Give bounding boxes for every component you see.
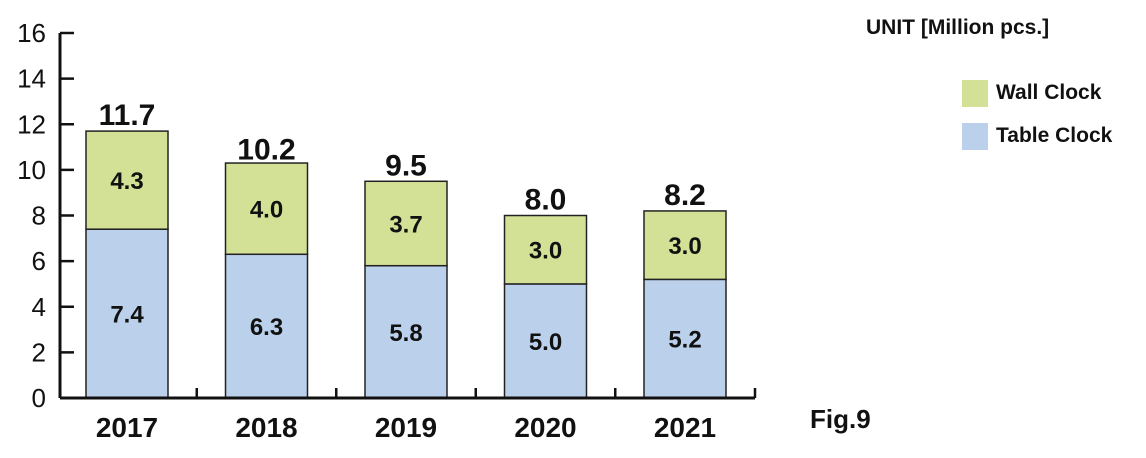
data-label: 7.4 xyxy=(110,302,144,329)
legend-label-wall-clock: Wall Clock xyxy=(996,81,1101,105)
legend-swatch-table-clock xyxy=(962,123,988,150)
total-label: 10.2 xyxy=(237,133,295,166)
total-label: 8.2 xyxy=(664,179,706,212)
legend-item-wall-clock: Wall Clock xyxy=(962,78,1112,108)
y-tick-label: 12 xyxy=(17,109,46,139)
y-axis: 0 2 4 6 8 10 12 14 16 xyxy=(17,18,74,413)
data-label: 5.2 xyxy=(668,327,701,354)
data-label: 3.0 xyxy=(668,233,701,260)
total-label: 11.7 xyxy=(99,99,156,132)
legend: Wall Clock Table Clock xyxy=(962,78,1112,164)
y-tick-label: 8 xyxy=(32,201,46,231)
data-label: 6.3 xyxy=(250,314,283,341)
legend-label-table-clock: Table Clock xyxy=(996,124,1112,148)
total-label: 9.5 xyxy=(385,149,427,182)
total-label: 8.0 xyxy=(525,184,567,217)
data-label: 4.0 xyxy=(250,197,283,224)
figure-label: Fig.9 xyxy=(810,404,871,435)
data-label: 3.7 xyxy=(389,211,422,238)
y-tick-label: 16 xyxy=(17,18,46,48)
unit-label: UNIT [Million pcs.] xyxy=(866,16,1049,40)
data-label: 3.0 xyxy=(529,238,562,265)
y-tick-label: 6 xyxy=(32,246,46,276)
y-tick-label: 10 xyxy=(17,155,46,185)
data-label: 4.3 xyxy=(110,168,143,195)
x-tick-label: 2020 xyxy=(514,412,576,443)
y-tick-label: 2 xyxy=(32,337,46,367)
x-tick-label: 2018 xyxy=(235,412,297,443)
x-tick-label: 2017 xyxy=(96,412,158,443)
y-tick-label: 14 xyxy=(17,64,46,94)
y-tick-label: 0 xyxy=(32,383,46,413)
legend-swatch-wall-clock xyxy=(962,80,988,107)
x-tick-label: 2019 xyxy=(375,412,437,443)
data-label: 5.8 xyxy=(389,320,422,347)
legend-item-table-clock: Table Clock xyxy=(962,121,1112,151)
data-label: 5.0 xyxy=(529,329,562,356)
bars: 7.4 4.3 11.7 6.3 4.0 10.2 5.8 3.7 9.5 5.0 3.0 8.0 5.… xyxy=(86,99,726,398)
y-tick-label: 4 xyxy=(32,292,46,322)
x-tick-label: 2021 xyxy=(654,412,716,443)
